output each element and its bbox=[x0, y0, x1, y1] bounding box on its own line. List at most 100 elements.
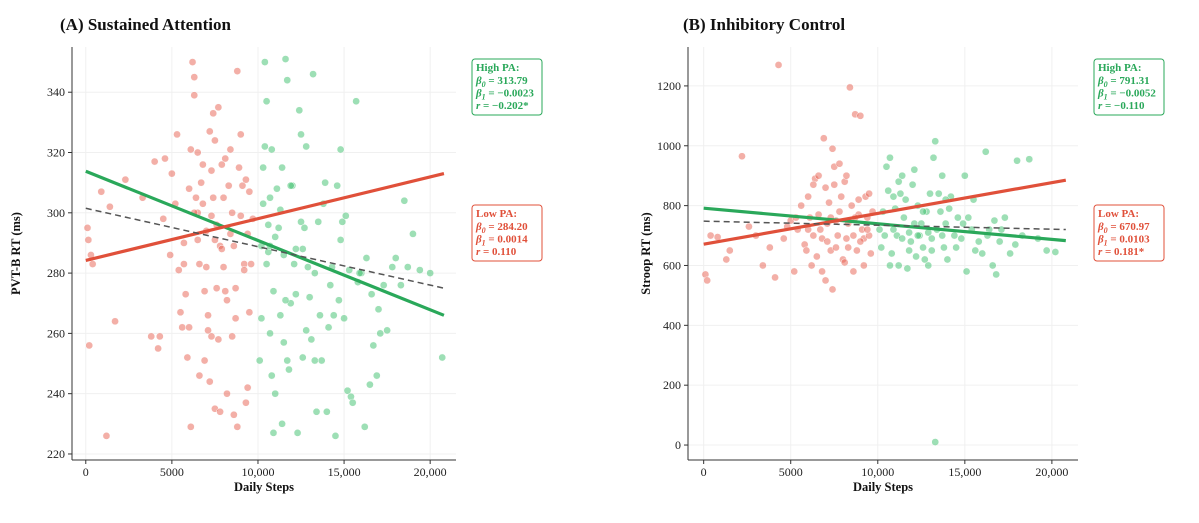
x-tick-label: 0 bbox=[83, 465, 89, 479]
data-point bbox=[943, 255, 952, 264]
data-point bbox=[771, 273, 779, 282]
series-low-pa bbox=[701, 61, 877, 294]
annotation-title: High PA: bbox=[476, 62, 520, 74]
data-point bbox=[216, 407, 224, 416]
data-point bbox=[230, 410, 238, 419]
data-point bbox=[193, 148, 202, 157]
data-point bbox=[307, 335, 316, 344]
data-point bbox=[271, 389, 280, 398]
data-point bbox=[264, 221, 273, 229]
data-point bbox=[706, 231, 715, 240]
data-point bbox=[173, 130, 181, 139]
x-tick-label: 20,000 bbox=[414, 465, 447, 479]
data-point bbox=[205, 127, 214, 136]
chart-title: (A) Sustained Attention bbox=[60, 15, 232, 34]
data-point bbox=[974, 237, 983, 246]
y-tick-label: 280 bbox=[47, 266, 65, 280]
data-point bbox=[400, 196, 409, 205]
subscript: 0 bbox=[1104, 80, 1108, 89]
data-point bbox=[1011, 240, 1020, 249]
data-point bbox=[819, 134, 828, 143]
data-point bbox=[818, 267, 826, 276]
data-point bbox=[199, 160, 207, 169]
data-point bbox=[971, 246, 980, 255]
data-point bbox=[269, 429, 278, 437]
data-point bbox=[887, 249, 896, 258]
y-tick-label: 800 bbox=[663, 199, 681, 213]
annotation-value: = 284.20 bbox=[486, 221, 529, 233]
data-point bbox=[214, 103, 223, 112]
data-point bbox=[894, 177, 903, 186]
data-point bbox=[290, 260, 298, 268]
data-point bbox=[238, 181, 247, 190]
data-point bbox=[186, 422, 195, 431]
data-point bbox=[907, 237, 915, 246]
data-point bbox=[959, 219, 967, 228]
subscript: 0 bbox=[1104, 226, 1108, 235]
data-point bbox=[343, 386, 352, 395]
data-point bbox=[190, 91, 199, 100]
data-point bbox=[329, 311, 338, 320]
data-point bbox=[217, 245, 226, 253]
data-point bbox=[312, 407, 321, 416]
series-high-pa bbox=[875, 137, 1060, 446]
data-point bbox=[833, 231, 842, 240]
data-point bbox=[896, 189, 905, 198]
data-point bbox=[759, 261, 767, 270]
data-point bbox=[814, 171, 823, 180]
data-point bbox=[954, 213, 962, 222]
data-point bbox=[929, 153, 938, 162]
data-point bbox=[823, 237, 832, 246]
panel-sustained-attention: 0 5000 10,000 15,000 20,000 220 240 260 280 300 32… bbox=[9, 15, 543, 494]
data-point bbox=[298, 353, 307, 362]
data-point bbox=[257, 314, 266, 323]
data-point bbox=[950, 231, 959, 240]
data-point bbox=[168, 169, 176, 178]
fit-line-low-pa bbox=[703, 178, 1067, 246]
data-point bbox=[802, 246, 811, 255]
data-point bbox=[279, 338, 288, 347]
data-point bbox=[221, 154, 230, 163]
data-point bbox=[302, 326, 311, 335]
data-point bbox=[936, 207, 945, 216]
annotation-value: = 0.0014 bbox=[486, 234, 529, 246]
panel-inhibitory-control: 0 5000 10,000 15,000 20,000 0 200 400 600 800 1000… bbox=[639, 15, 1165, 494]
data-point bbox=[226, 145, 235, 154]
data-point bbox=[211, 136, 219, 145]
data-point bbox=[331, 432, 340, 440]
data-point bbox=[877, 243, 886, 252]
data-point bbox=[84, 236, 93, 244]
data-point bbox=[336, 236, 345, 244]
data-point bbox=[236, 130, 245, 139]
data-point bbox=[267, 371, 276, 380]
data-point bbox=[223, 296, 231, 305]
data-point bbox=[988, 261, 997, 270]
data-point bbox=[927, 234, 936, 243]
data-point bbox=[804, 192, 812, 201]
data-point bbox=[102, 432, 111, 440]
data-point bbox=[1042, 246, 1051, 255]
data-point bbox=[898, 234, 907, 243]
data-point bbox=[366, 380, 374, 389]
data-point bbox=[856, 111, 865, 120]
data-point bbox=[310, 356, 319, 365]
data-point bbox=[926, 189, 934, 198]
annotation-beta1-line: β1 = −0.0023 bbox=[475, 88, 534, 102]
data-point bbox=[161, 154, 169, 163]
annotation-value: = −0.0052 bbox=[1108, 88, 1157, 100]
annotation-value: = 791.31 bbox=[1108, 75, 1150, 87]
data-point bbox=[197, 178, 205, 187]
data-point bbox=[790, 267, 799, 276]
data-point bbox=[821, 183, 830, 192]
data-point bbox=[880, 231, 889, 240]
symbol: r bbox=[1098, 246, 1103, 258]
data-point bbox=[884, 186, 893, 195]
annotation-beta0-line: β0 = 313.79 bbox=[475, 75, 528, 89]
data-point bbox=[286, 181, 295, 190]
data-point bbox=[809, 180, 818, 189]
data-point bbox=[403, 263, 412, 271]
y-tick-label: 0 bbox=[675, 438, 681, 452]
data-point bbox=[336, 145, 345, 154]
data-point bbox=[297, 130, 305, 139]
annotation-r-line: r = 0.181* bbox=[1098, 246, 1145, 258]
